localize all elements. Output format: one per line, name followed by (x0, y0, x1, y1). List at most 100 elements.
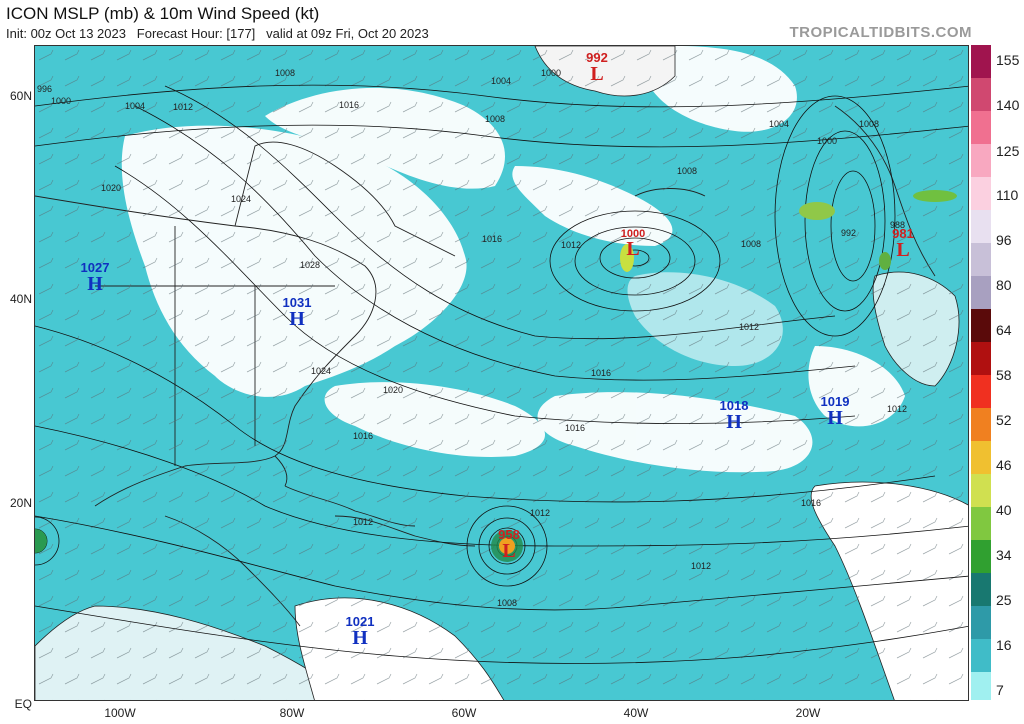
colorbar-segment (971, 639, 991, 672)
pressure-value: 981 (892, 226, 914, 241)
isobar-label: 1016 (801, 498, 822, 508)
lon-label: 100W (104, 706, 136, 720)
isobar-label: 1012 (530, 508, 551, 518)
pressure-letter: H (87, 273, 103, 295)
isobar-label: 1008 (275, 68, 296, 78)
lat-label: 40N (9, 292, 32, 306)
isobar-label: 1000 (541, 68, 562, 78)
isobar-label: 1008 (859, 119, 880, 129)
lat-label: 60N (9, 89, 32, 103)
colorbar-label: 40 (996, 502, 1012, 518)
map-subtitle: Init: 00z Oct 13 2023 Forecast Hour: [17… (6, 26, 429, 41)
colorbar-segment (971, 309, 991, 342)
isobar-label: 1016 (482, 234, 503, 244)
colorbar-label: 25 (996, 592, 1012, 608)
colorbar-label: 96 (996, 232, 1012, 248)
header: ICON MSLP (mb) & 10m Wind Speed (kt) Ini… (0, 0, 1024, 44)
high-pressure-center: 1019 H (811, 394, 859, 429)
colorbar-segment (971, 507, 991, 540)
colorbar-segment (971, 540, 991, 573)
colorbar-label: 80 (996, 277, 1012, 293)
colorbar-segment (971, 375, 991, 408)
isobar-label: 1008 (677, 166, 698, 176)
pressure-value: 1018 (719, 398, 749, 413)
pressure-letter: H (352, 627, 368, 649)
colorbar-segment (971, 474, 991, 507)
colorbar-segment (971, 243, 991, 276)
lat-label: EQ (14, 697, 32, 711)
high-pressure-center: 1031 H (273, 295, 321, 330)
isobar-label: 1016 (565, 423, 586, 433)
pressure-value: 1031 (282, 295, 312, 310)
pressure-letter: L (590, 63, 604, 85)
pressure-letter: L (502, 540, 516, 562)
colorbar-label: 155 (996, 52, 1020, 68)
lat-label: 20N (9, 496, 32, 510)
colorbar-label: 125 (996, 143, 1020, 159)
brand-watermark: TROPICALTIDBITS.COM (789, 24, 972, 41)
colorbar-segment (971, 210, 991, 243)
pressure-letter: H (726, 411, 742, 433)
isobar-label: 1012 (353, 517, 374, 527)
isobar-label: 1016 (339, 100, 360, 110)
colorbar-label: 52 (996, 412, 1012, 428)
colorbar-segment (971, 276, 991, 309)
pressure-letter: H (827, 407, 843, 429)
isobar-label: 996 (37, 84, 53, 94)
high-pressure-center: 1018 H (710, 398, 758, 433)
colorbar-segment (971, 45, 991, 78)
wind-speed-colorbar (971, 45, 991, 700)
high-pressure-center: 1027 H (71, 260, 119, 295)
isobar-label: 1004 (491, 76, 512, 86)
colorbar-segment (971, 177, 991, 210)
colorbar-segment (971, 342, 991, 375)
isobar-label: 1012 (691, 561, 712, 571)
colorbar-label: 34 (996, 547, 1012, 563)
pressure-letter: L (626, 238, 640, 260)
low-pressure-center: 981 L (879, 226, 927, 261)
colorbar-segment (971, 672, 991, 700)
pressure-value: 1027 (80, 260, 110, 275)
isobar-label: 1012 (173, 102, 194, 112)
low-pressure-center: 992 L (573, 50, 621, 85)
pressure-value: 1021 (345, 614, 375, 629)
pressure-value: 992 (586, 50, 608, 65)
isobar-label: 1004 (125, 101, 146, 111)
storm-cores (35, 190, 957, 562)
colorbar-label: 7 (996, 682, 1004, 698)
wind-barbs (35, 46, 968, 700)
map-canvas (35, 46, 968, 700)
isobar-label: 1000 (817, 136, 838, 146)
isobar-label: 988 (890, 220, 906, 230)
colorbar-label: 16 (996, 637, 1012, 653)
colorbar-label: 46 (996, 457, 1012, 473)
colorbar-segment (971, 573, 991, 606)
colorbar-segment (971, 606, 991, 639)
isobar-label: 1016 (353, 431, 374, 441)
low-pressure-center: 1000 L (609, 228, 657, 260)
isobar-label: 1024 (231, 194, 252, 204)
isobar-label: 1024 (311, 366, 332, 376)
pressure-letter: L (896, 239, 910, 261)
isobar-label: 1016 (591, 368, 612, 378)
colorbar-label: 110 (996, 187, 1019, 203)
isobar-label: 992 (841, 228, 857, 238)
isobar-label: 1012 (887, 404, 908, 414)
high-pressure-center: 1021 H (336, 614, 384, 649)
pressure-value: 958 (498, 527, 520, 542)
map-title: ICON MSLP (mb) & 10m Wind Speed (kt) (6, 4, 320, 23)
isobar-label: 1008 (485, 114, 506, 124)
isobar-label: 1012 (561, 240, 582, 250)
colorbar-segment (971, 408, 991, 441)
colorbar-label: 64 (996, 322, 1012, 338)
colorbar-segment (971, 144, 991, 177)
lon-label: 20W (795, 706, 821, 720)
weather-map: 1027 H 1031 H 1018 H 1019 H 1021 H 992 L… (34, 45, 969, 701)
isobar-label: 1008 (497, 598, 518, 608)
colorbar-segment (971, 441, 991, 474)
isobar-label: 1020 (383, 385, 404, 395)
isobar-label: 1000 (51, 96, 72, 106)
lon-label: 60W (451, 706, 477, 720)
isobar-label: 1028 (300, 260, 321, 270)
pressure-letter: H (289, 308, 305, 330)
